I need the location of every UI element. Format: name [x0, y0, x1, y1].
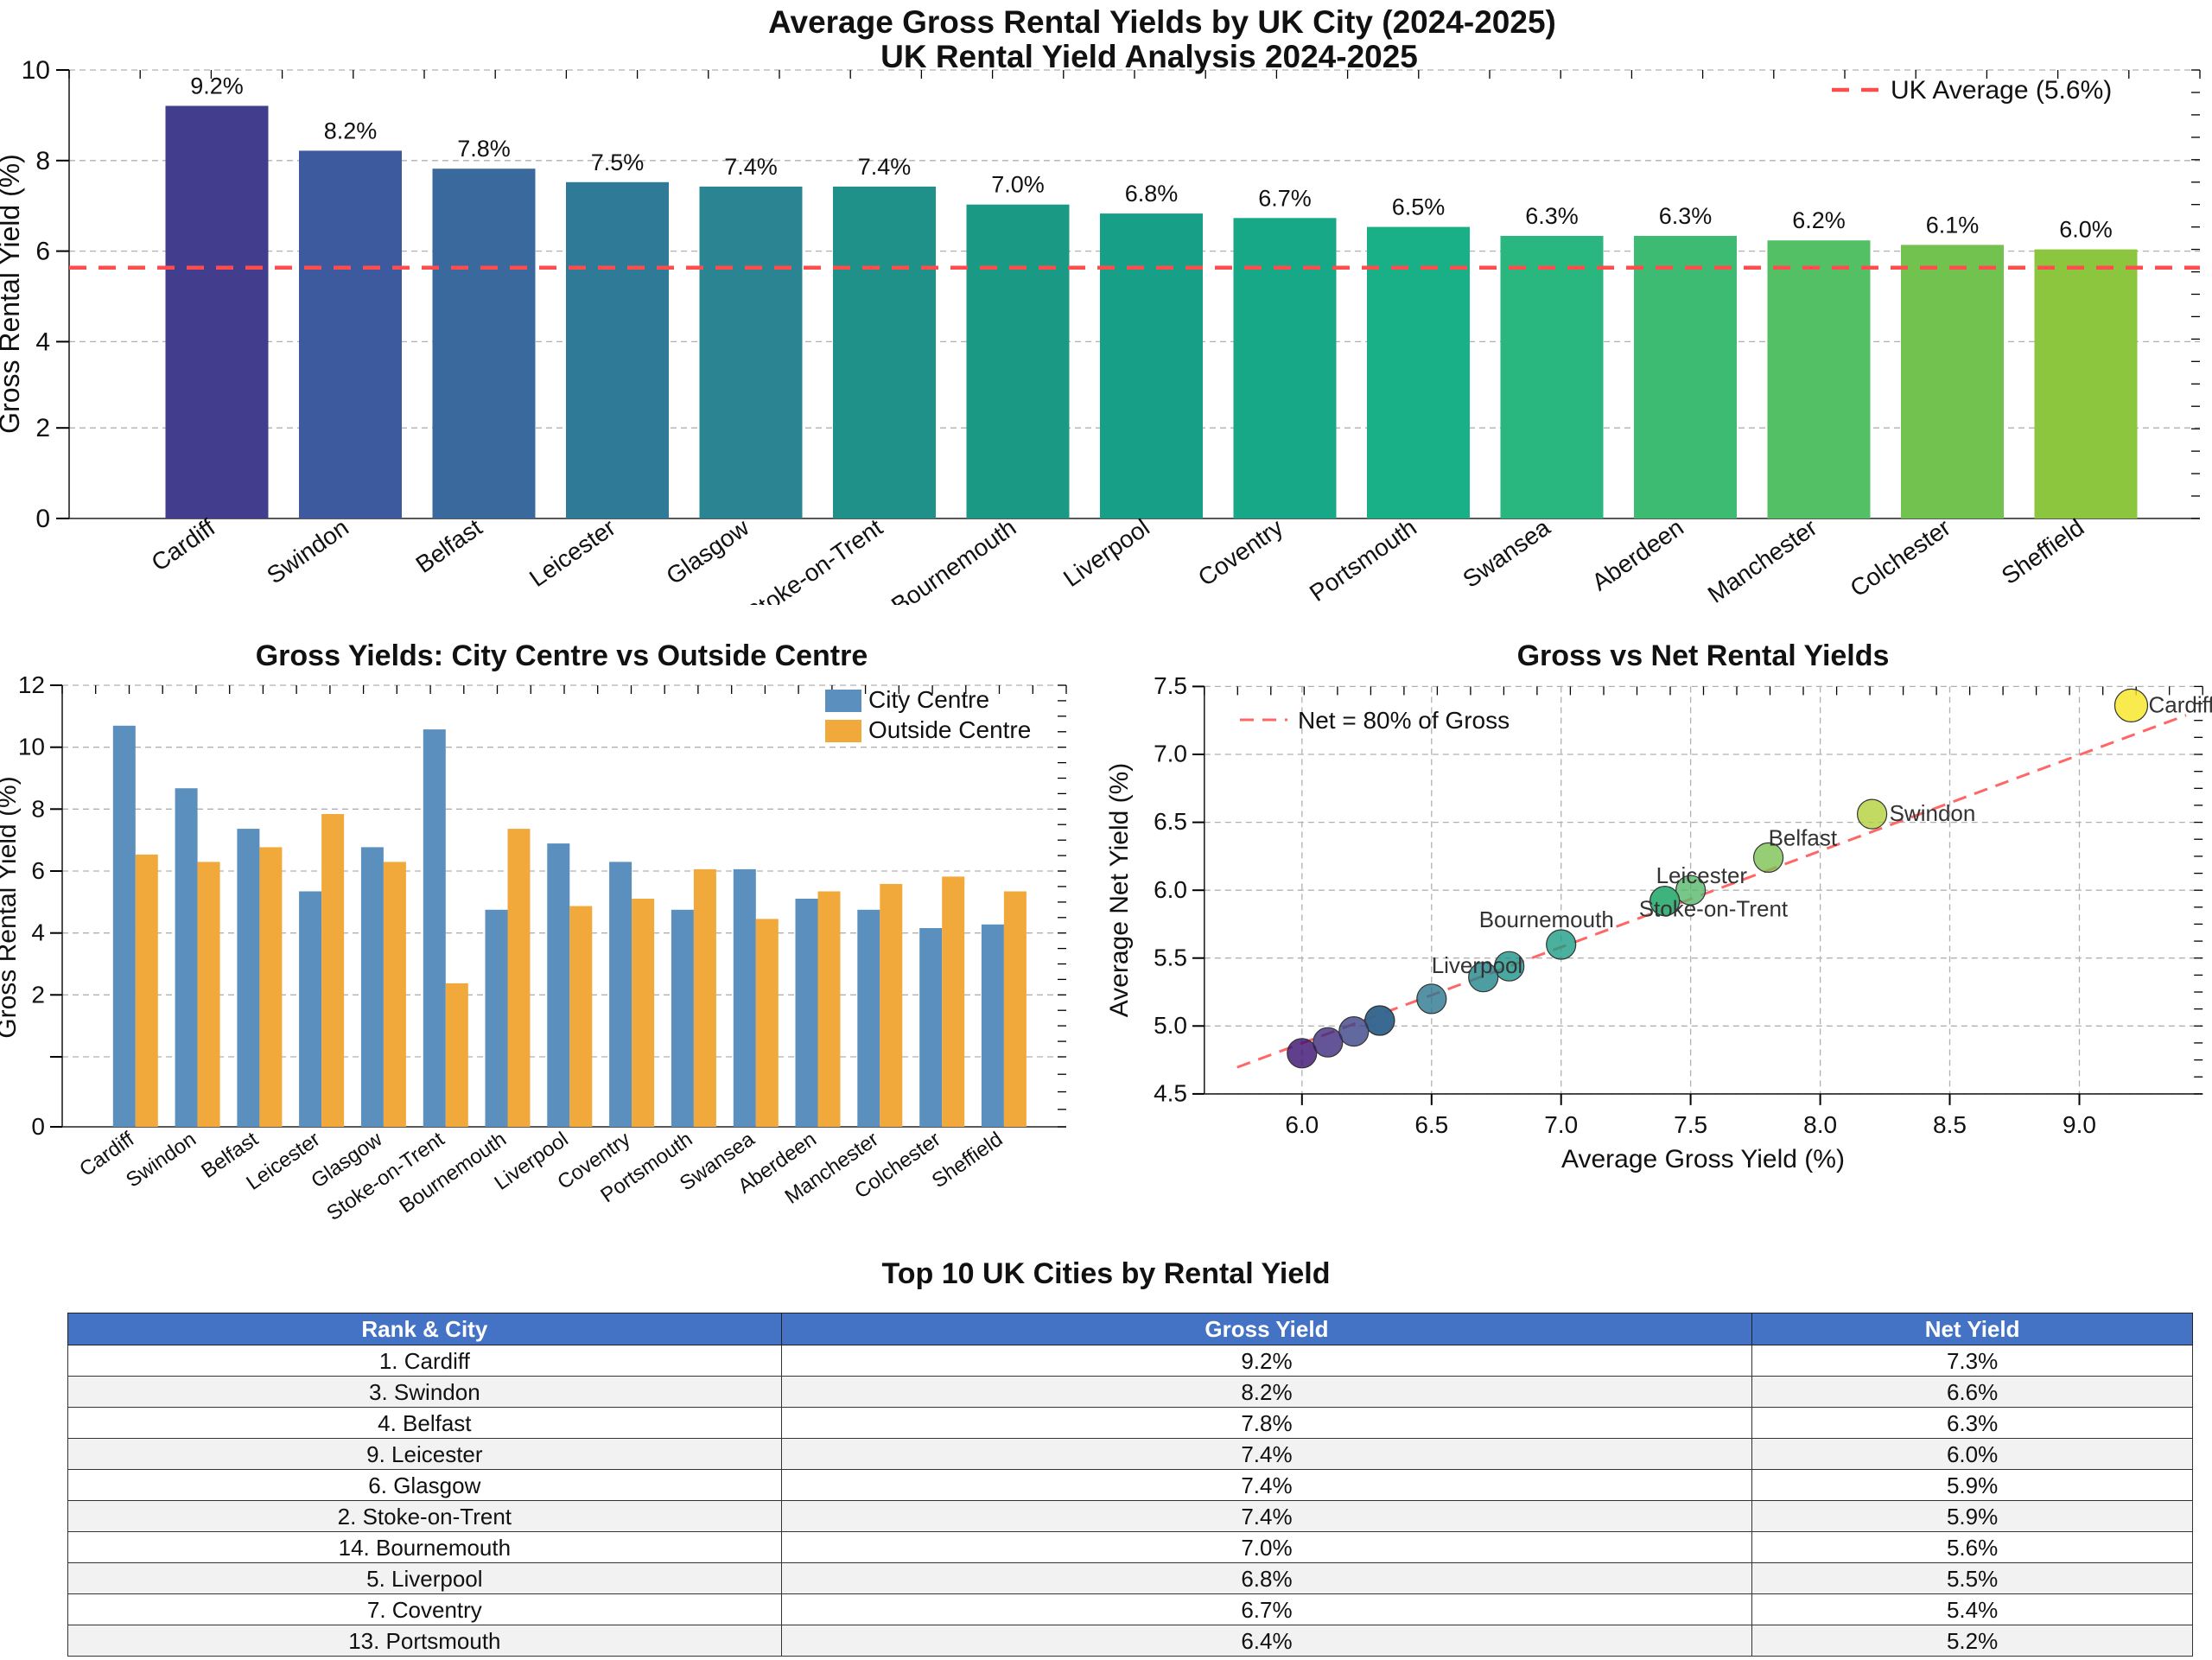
- svg-text:10: 10: [18, 734, 45, 760]
- svg-text:6.7%: 6.7%: [1258, 185, 1312, 211]
- svg-text:2: 2: [31, 981, 45, 1008]
- svg-text:5.5: 5.5: [1154, 944, 1187, 970]
- svg-text:Swindon: Swindon: [262, 514, 353, 589]
- svg-text:8: 8: [31, 795, 45, 822]
- svg-text:UK Average (5.6%): UK Average (5.6%): [1891, 76, 2112, 105]
- svg-text:UK Rental Yield Analysis 2024-: UK Rental Yield Analysis 2024-2025: [880, 39, 1418, 74]
- svg-text:Gross Rental Yield (%): Gross Rental Yield (%): [0, 776, 22, 1038]
- svg-text:Gross vs Net Rental Yields: Gross vs Net Rental Yields: [1517, 639, 1890, 672]
- svg-text:Liverpool: Liverpool: [1432, 952, 1523, 978]
- svg-text:Average Net Yield (%): Average Net Yield (%): [1106, 763, 1134, 1018]
- svg-text:6: 6: [31, 857, 45, 884]
- svg-text:8.2%: 8.2%: [324, 118, 378, 143]
- svg-text:Belfast: Belfast: [1769, 824, 1838, 850]
- svg-text:Aberdeen: Aberdeen: [1587, 514, 1688, 596]
- svg-text:7.4%: 7.4%: [858, 154, 912, 180]
- svg-text:Coventry: Coventry: [1193, 514, 1288, 592]
- svg-text:Colchester: Colchester: [1846, 514, 1955, 602]
- svg-text:7.5: 7.5: [1154, 672, 1187, 699]
- svg-text:Gross Yields: City Centre vs O: Gross Yields: City Centre vs Outside Cen…: [256, 639, 868, 672]
- svg-text:Manchester: Manchester: [1703, 514, 1822, 605]
- svg-text:Stoke-on-Trent: Stoke-on-Trent: [741, 513, 887, 605]
- svg-text:Portsmouth: Portsmouth: [1305, 514, 1421, 605]
- svg-text:12: 12: [18, 671, 45, 698]
- svg-text:0: 0: [31, 1113, 45, 1140]
- svg-text:8: 8: [35, 147, 50, 175]
- svg-text:Cardiff: Cardiff: [147, 513, 220, 576]
- svg-text:Net = 80% of Gross: Net = 80% of Gross: [1298, 707, 1510, 734]
- svg-text:Leicester: Leicester: [524, 514, 620, 593]
- svg-text:6.8%: 6.8%: [1125, 181, 1179, 207]
- svg-text:7.0: 7.0: [1154, 741, 1187, 767]
- svg-text:6.5: 6.5: [1154, 808, 1187, 835]
- svg-text:Outside Centre: Outside Centre: [868, 716, 1031, 743]
- svg-text:6.0%: 6.0%: [2059, 217, 2113, 243]
- svg-text:2: 2: [35, 414, 50, 442]
- svg-text:4: 4: [35, 328, 50, 356]
- svg-text:6: 6: [35, 238, 50, 266]
- svg-text:6.3%: 6.3%: [1525, 203, 1579, 229]
- svg-text:6.0: 6.0: [1285, 1111, 1319, 1138]
- svg-text:Bournemouth: Bournemouth: [887, 514, 1020, 605]
- svg-text:0: 0: [35, 505, 50, 533]
- svg-text:7.0: 7.0: [1544, 1111, 1578, 1138]
- svg-text:Swindon: Swindon: [122, 1128, 200, 1193]
- svg-text:4: 4: [31, 919, 45, 946]
- svg-text:9.2%: 9.2%: [190, 73, 244, 99]
- svg-text:Average Gross Rental Yields by: Average Gross Rental Yields by UK City (…: [768, 4, 1556, 40]
- svg-text:4.5: 4.5: [1154, 1080, 1187, 1107]
- svg-text:7.4%: 7.4%: [724, 154, 778, 180]
- svg-text:6.5%: 6.5%: [1392, 194, 1446, 220]
- svg-text:Average Gross Yield (%): Average Gross Yield (%): [1561, 1145, 1845, 1173]
- svg-text:6.2%: 6.2%: [1792, 207, 1846, 233]
- svg-text:7.5%: 7.5%: [591, 149, 645, 175]
- svg-text:7.5: 7.5: [1674, 1111, 1707, 1138]
- svg-text:Leicester: Leicester: [1656, 862, 1748, 888]
- svg-text:Liverpool: Liverpool: [1058, 514, 1154, 593]
- svg-text:8.0: 8.0: [1803, 1111, 1837, 1138]
- svg-text:Sheffield: Sheffield: [1997, 514, 2089, 590]
- svg-text:6.5: 6.5: [1414, 1111, 1448, 1138]
- svg-text:Swindon: Swindon: [1890, 800, 1976, 826]
- svg-text:Stoke-on-Trent: Stoke-on-Trent: [1639, 896, 1789, 922]
- svg-text:Belfast: Belfast: [411, 513, 487, 578]
- svg-text:7.0%: 7.0%: [991, 172, 1045, 198]
- svg-text:Swansea: Swansea: [1458, 513, 1554, 593]
- svg-text:Sheffield: Sheffield: [928, 1128, 1007, 1193]
- svg-text:Bournemouth: Bournemouth: [1479, 906, 1614, 932]
- svg-text:8.5: 8.5: [1933, 1111, 1967, 1138]
- svg-text:6.3%: 6.3%: [1659, 203, 1713, 229]
- svg-text:10: 10: [22, 56, 50, 85]
- svg-text:9.0: 9.0: [2063, 1111, 2096, 1138]
- svg-text:5.0: 5.0: [1154, 1012, 1187, 1039]
- svg-text:Cardiff: Cardiff: [2149, 691, 2212, 717]
- svg-text:7.8%: 7.8%: [457, 136, 511, 162]
- svg-text:City Centre: City Centre: [868, 686, 989, 713]
- svg-text:Glasgow: Glasgow: [661, 513, 754, 589]
- svg-text:Gross Rental Yield (%): Gross Rental Yield (%): [0, 154, 25, 434]
- svg-text:6.0: 6.0: [1154, 876, 1187, 903]
- svg-text:6.1%: 6.1%: [1926, 212, 1980, 238]
